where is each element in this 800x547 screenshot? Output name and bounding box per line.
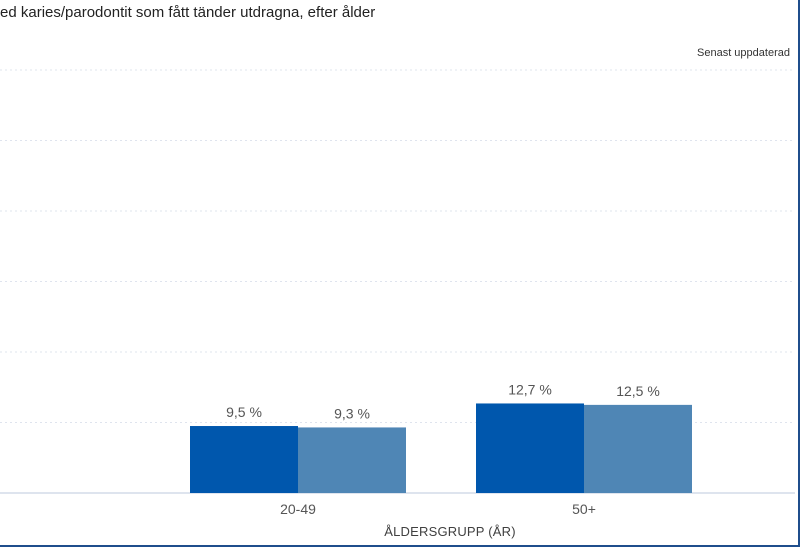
last-updated-note: Senast uppdaterad [697,47,790,59]
data-labels: 9,5 % 9,3 % 12,7 % 12,5 % [226,381,660,421]
bars [190,403,692,493]
x-tick-label: 50+ [572,501,596,517]
bar-20-49-series-1 [190,426,298,493]
x-axis-label: ÅLDERSGRUPP (ÅR) [384,524,516,539]
bar-20-49-series-2 [298,427,406,493]
x-tick-labels: 20-49 50+ [280,501,596,517]
bar-50+-series-1 [476,403,584,493]
data-label: 9,3 % [334,405,370,421]
bar-50+-series-2 [584,404,692,493]
data-label: 9,5 % [226,404,262,420]
frame-right-border [798,0,800,547]
frame-bottom-border [0,545,800,547]
chart-title: ed karies/parodontit som fått tänder utd… [0,4,376,21]
data-label: 12,7 % [508,381,552,397]
data-label: 12,5 % [616,383,660,399]
x-tick-label: 20-49 [280,501,316,517]
